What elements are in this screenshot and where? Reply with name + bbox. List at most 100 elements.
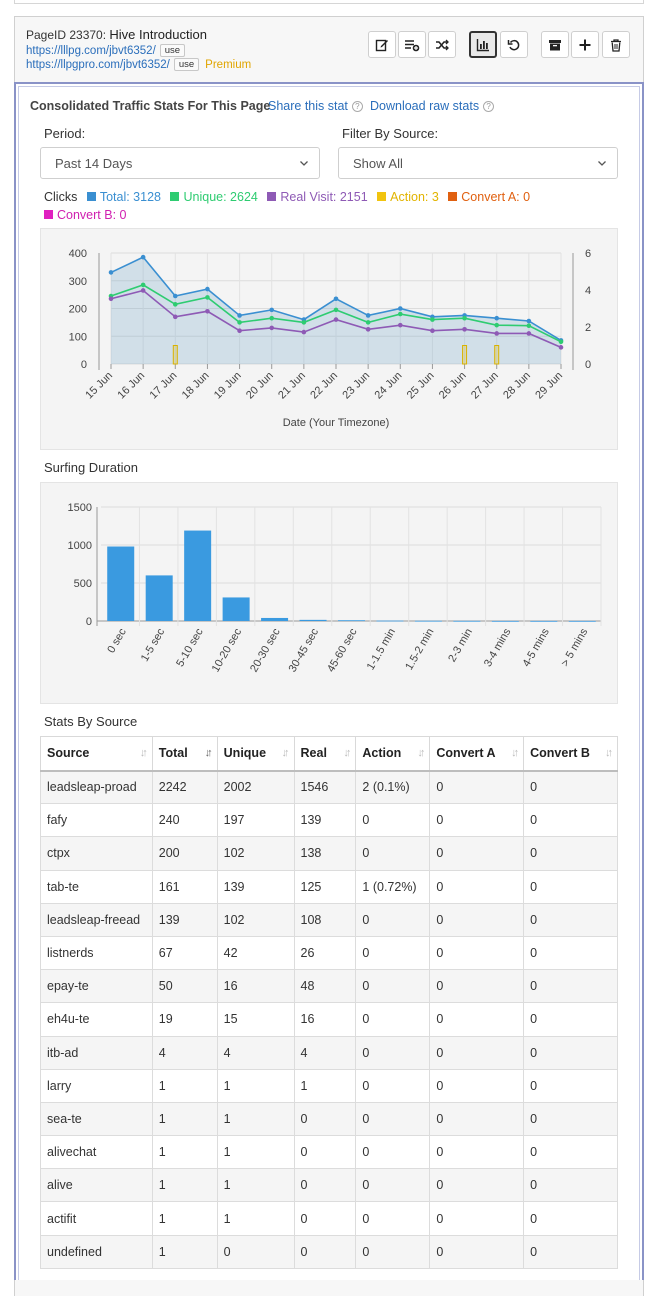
- data-point[interactable]: [172, 302, 178, 307]
- filter-source-select[interactable]: Show All: [338, 147, 618, 179]
- sort-icon[interactable]: ↓↑: [605, 747, 613, 759]
- data-point[interactable]: [237, 328, 242, 333]
- duration-bar[interactable]: [414, 620, 442, 622]
- data-point[interactable]: [494, 322, 500, 328]
- data-point[interactable]: [462, 327, 467, 332]
- sort-icon[interactable]: ↓↑: [139, 747, 148, 759]
- data-point[interactable]: [526, 323, 532, 329]
- data-point[interactable]: [462, 315, 467, 321]
- data-point[interactable]: [365, 313, 371, 318]
- duration-bar[interactable]: [222, 597, 250, 621]
- data-point[interactable]: [526, 318, 532, 324]
- data-point[interactable]: [397, 311, 403, 317]
- archive-button[interactable]: [541, 31, 569, 58]
- legend-item[interactable]: Convert B: 0: [44, 208, 126, 222]
- duration-bar[interactable]: [376, 620, 404, 622]
- edit-button[interactable]: [368, 31, 396, 58]
- data-point[interactable]: [269, 307, 275, 313]
- duration-bar[interactable]: [299, 619, 327, 621]
- add-button[interactable]: [571, 31, 599, 58]
- legend-item[interactable]: Unique: 2624: [170, 190, 258, 204]
- action-bar[interactable]: [172, 345, 178, 365]
- legend-item[interactable]: Convert A: 0: [448, 190, 530, 204]
- data-point[interactable]: [205, 308, 210, 314]
- data-point[interactable]: [430, 328, 435, 333]
- duration-bar[interactable]: [491, 620, 519, 622]
- data-point[interactable]: [269, 315, 275, 321]
- download-stats-link[interactable]: Download raw stats ?: [370, 99, 495, 113]
- sort-icon[interactable]: ↓↑: [343, 747, 351, 759]
- data-point[interactable]: [333, 307, 339, 313]
- rotate-button[interactable]: [428, 31, 456, 58]
- data-point[interactable]: [172, 293, 178, 299]
- use-url-button[interactable]: use: [159, 44, 186, 57]
- delete-button[interactable]: [602, 31, 630, 58]
- action-bar[interactable]: [462, 345, 468, 365]
- add-to-list-button[interactable]: [398, 31, 426, 58]
- legend-item[interactable]: Total: 3128: [86, 190, 161, 204]
- period-select[interactable]: Past 14 Days: [40, 147, 320, 179]
- data-point[interactable]: [333, 296, 339, 302]
- data-point[interactable]: [558, 345, 564, 350]
- action-bar[interactable]: [494, 345, 500, 365]
- table-cell: 1: [216, 1201, 295, 1236]
- duration-bar[interactable]: [107, 546, 135, 621]
- reset-button[interactable]: [500, 31, 528, 58]
- data-point[interactable]: [205, 286, 210, 292]
- data-point[interactable]: [140, 282, 146, 288]
- download-stats-label[interactable]: Download raw stats: [370, 99, 480, 113]
- data-point[interactable]: [333, 317, 339, 322]
- column-header[interactable]: Unique ↓↑: [216, 736, 295, 772]
- data-point[interactable]: [172, 314, 178, 320]
- data-point[interactable]: [301, 320, 307, 325]
- use-pro-url-button[interactable]: use: [173, 58, 200, 71]
- data-point[interactable]: [494, 315, 500, 321]
- duration-bar[interactable]: [184, 530, 212, 621]
- data-point[interactable]: [205, 295, 210, 300]
- page-url-link[interactable]: https://lllpg.com/jbvt6352/: [26, 44, 156, 57]
- data-point[interactable]: [397, 306, 403, 311]
- duration-bar[interactable]: [453, 620, 481, 622]
- legend-item[interactable]: Action: 3: [377, 190, 439, 204]
- share-stat-link[interactable]: Share this stat ?: [268, 99, 363, 113]
- sort-icon[interactable]: ↓↑: [204, 747, 213, 759]
- column-header[interactable]: Convert B ↓↑: [523, 736, 618, 772]
- column-header[interactable]: Convert A ↓↑: [429, 736, 525, 772]
- table-cell: alive: [40, 1168, 153, 1203]
- sort-icon[interactable]: ↓↑: [511, 747, 519, 759]
- help-icon[interactable]: ?: [351, 100, 363, 112]
- data-point[interactable]: [108, 296, 114, 302]
- column-header[interactable]: Total ↓↑: [151, 736, 218, 772]
- data-point[interactable]: [237, 320, 242, 325]
- data-point[interactable]: [558, 339, 564, 345]
- column-header[interactable]: Action ↓↑: [355, 736, 431, 772]
- column-header[interactable]: Source ↓↑: [40, 736, 153, 772]
- pro-url-link[interactable]: https://llpgpro.com/jbvt6352/: [26, 58, 170, 71]
- sort-icon[interactable]: ↓↑: [417, 747, 425, 759]
- data-point[interactable]: [494, 331, 500, 336]
- column-header[interactable]: Real ↓↑: [293, 736, 357, 772]
- duration-bar[interactable]: [530, 620, 558, 622]
- data-point[interactable]: [301, 329, 307, 335]
- stats-button[interactable]: [469, 31, 497, 58]
- duration-bar[interactable]: [261, 617, 289, 621]
- data-point[interactable]: [237, 313, 242, 318]
- data-point[interactable]: [365, 327, 371, 332]
- url-row-2: https://llpgpro.com/jbvt6352/ use Premiu…: [26, 58, 251, 71]
- data-point[interactable]: [397, 322, 403, 328]
- sort-icon[interactable]: ↓↑: [281, 747, 290, 759]
- data-point[interactable]: [108, 270, 114, 275]
- data-point[interactable]: [430, 317, 435, 322]
- data-point[interactable]: [140, 288, 146, 293]
- data-point[interactable]: [526, 331, 532, 336]
- duration-bar[interactable]: [338, 620, 365, 622]
- data-point[interactable]: [365, 320, 371, 325]
- duration-bar[interactable]: [568, 620, 596, 622]
- table-cell: 0: [355, 803, 431, 838]
- help-icon[interactable]: ?: [483, 100, 495, 112]
- data-point[interactable]: [269, 325, 275, 331]
- share-stat-label[interactable]: Share this stat: [268, 99, 348, 113]
- legend-item[interactable]: Real Visit: 2151: [267, 190, 368, 204]
- duration-bar[interactable]: [145, 575, 173, 621]
- data-point[interactable]: [140, 254, 146, 260]
